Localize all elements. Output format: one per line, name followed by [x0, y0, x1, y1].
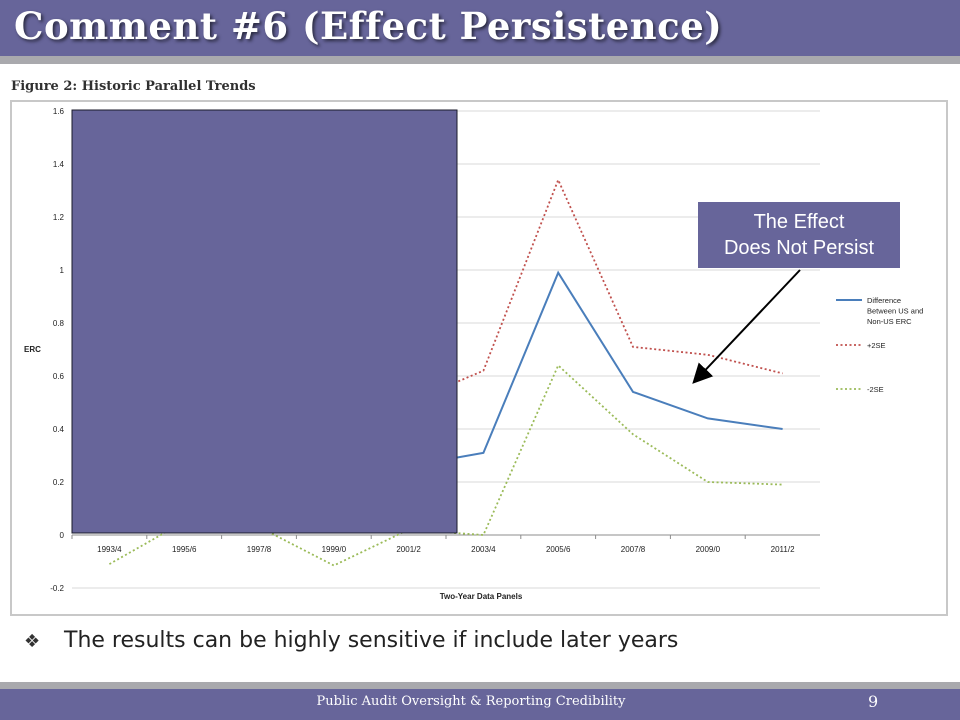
- y-tick-label: 1.2: [53, 213, 65, 222]
- legend-label-1: +2SE: [867, 341, 886, 350]
- y-axis-label: ERC: [24, 345, 41, 354]
- y-tick-label: 1.4: [53, 160, 65, 169]
- x-tick-label: 2011/2: [771, 545, 795, 554]
- footer-text: Public Audit Oversight & Reporting Credi…: [316, 694, 626, 709]
- y-tick-label: 0.4: [53, 425, 65, 434]
- footer-bar: [0, 689, 960, 720]
- legend-label-0: Between US and: [867, 307, 923, 316]
- x-tick-label: 2009/0: [696, 545, 721, 554]
- callout-arrow: [692, 269, 801, 384]
- x-tick-label: 2003/4: [471, 545, 496, 554]
- callout-line-2: Does Not Persist: [723, 237, 875, 259]
- y-tick-label: -0.2: [50, 584, 64, 593]
- x-tick-label: 1993/4: [97, 545, 122, 554]
- diamond-bullet-icon: ❖: [24, 631, 41, 652]
- title-divider: [0, 56, 960, 64]
- y-tick-label: 0.8: [53, 319, 65, 328]
- footer-divider: [0, 682, 960, 689]
- x-tick-label: 2005/6: [546, 545, 571, 554]
- bullet-text: The results can be highly sensitive if i…: [64, 628, 679, 653]
- legend-label-2: -2SE: [867, 385, 884, 394]
- y-tick-label: 1: [60, 266, 65, 275]
- legend-label-0: Difference: [867, 296, 901, 305]
- x-tick-label: 1997/8: [247, 545, 272, 554]
- x-tick-label: 2007/8: [621, 545, 646, 554]
- x-tick-label: 1999/0: [322, 545, 347, 554]
- y-tick-label: 1.6: [53, 107, 65, 116]
- x-axis-label: Two-Year Data Panels: [440, 592, 523, 601]
- legend-label-0: Non-US ERC: [867, 317, 912, 326]
- effect-callout: The Effect Does Not Persist: [698, 202, 900, 268]
- figure-title: Figure 2: Historic Parallel Trends: [11, 79, 256, 94]
- x-tick-label: 1995/6: [172, 545, 197, 554]
- page-number: 9: [868, 692, 879, 711]
- y-tick-label: 0.2: [53, 478, 65, 487]
- series-line-1: [408, 177, 783, 404]
- slide-title: Comment #6 (Effect Persistence): [14, 4, 723, 48]
- bullet-point: ❖ The results can be highly sensitive if …: [24, 628, 678, 653]
- y-tick-label: 0: [60, 531, 65, 540]
- callout-line-1: The Effect: [753, 211, 845, 233]
- redaction-box: [71, 109, 458, 534]
- series-line-0: [408, 270, 783, 468]
- y-tick-label: 0.6: [53, 372, 65, 381]
- title-bar: [0, 0, 960, 56]
- x-tick-label: 2001/2: [396, 545, 421, 554]
